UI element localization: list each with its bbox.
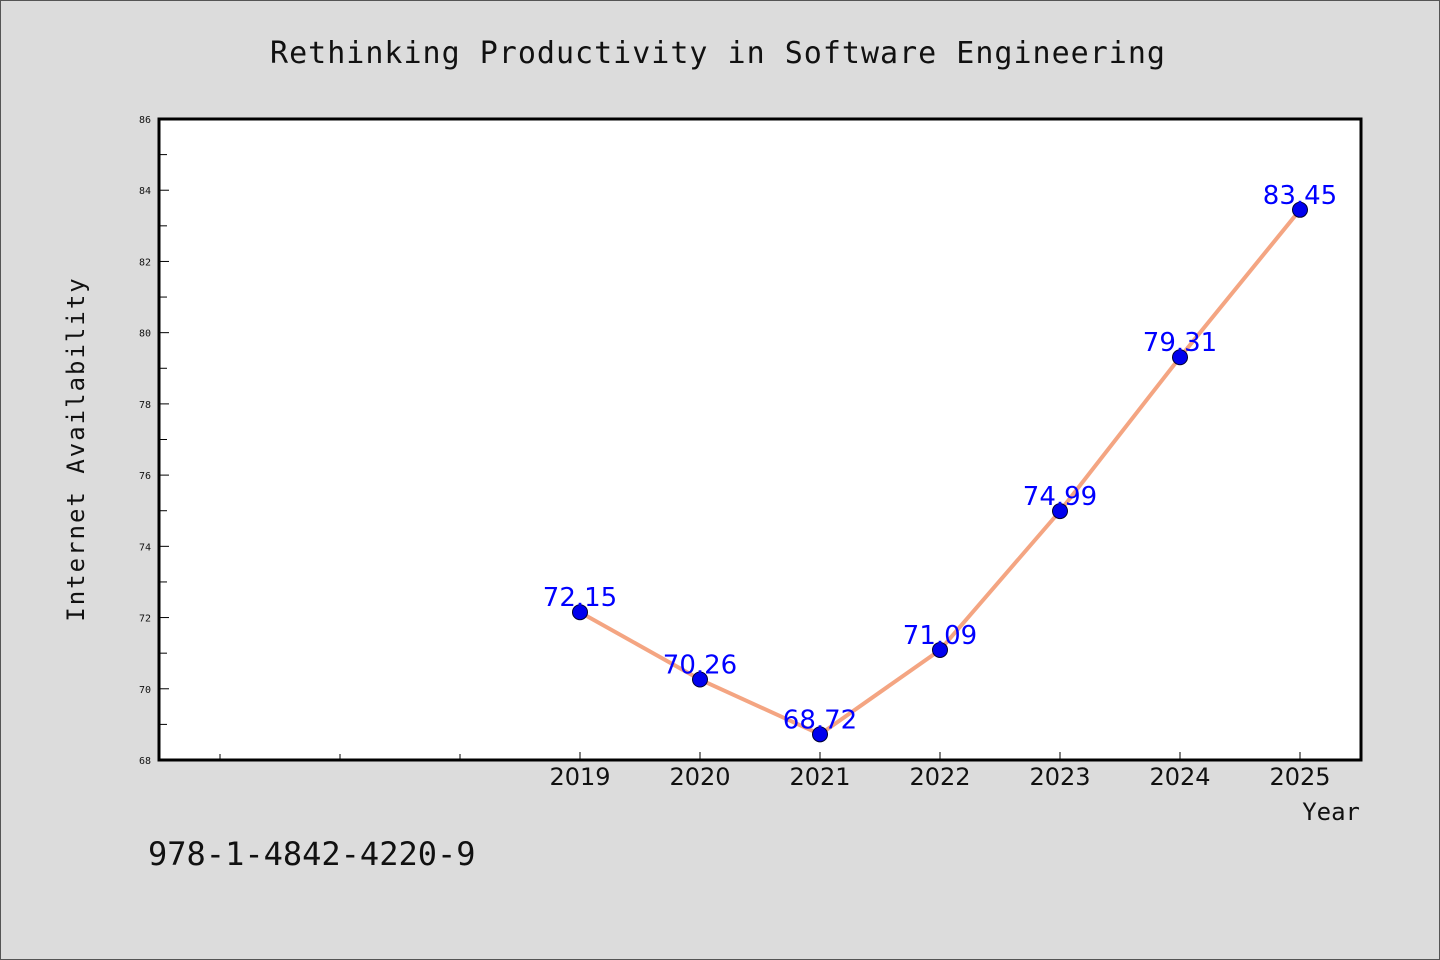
x-tick-label: 2021 xyxy=(789,763,850,791)
data-labels: 72.15 70.26 68.72 71.09 74.99 79.31 83.45 xyxy=(543,181,1337,736)
y-tick-label: 70 xyxy=(139,685,151,696)
data-point xyxy=(812,726,828,743)
y-tick-label: 78 xyxy=(139,400,151,411)
y-axis-ticks: 68 70 72 74 76 78 80 82 84 86 xyxy=(139,115,169,767)
data-label: 83.45 xyxy=(1263,181,1337,211)
y-tick-label: 76 xyxy=(139,471,151,482)
data-label: 72.15 xyxy=(543,583,617,613)
x-tick-label: 2025 xyxy=(1269,763,1330,791)
x-tick-label: 2022 xyxy=(909,763,970,791)
y-tick-label: 84 xyxy=(139,186,151,197)
isbn-text: 978-1-4842-4220-9 xyxy=(148,835,476,873)
x-tick-label: 2019 xyxy=(549,763,610,791)
data-label: 71.09 xyxy=(903,621,977,651)
y-tick-label: 74 xyxy=(139,542,151,553)
y-tick-label: 86 xyxy=(139,115,151,126)
data-point xyxy=(1172,349,1188,366)
plot-area xyxy=(157,117,1363,762)
x-axis-label: Year xyxy=(1302,798,1360,826)
data-label: 68.72 xyxy=(783,705,857,735)
x-axis-ticks: 2019 2020 2021 2022 2023 2024 2025 xyxy=(219,752,1331,791)
data-label: 70.26 xyxy=(663,651,737,681)
data-point xyxy=(692,671,708,688)
data-label: 74.99 xyxy=(1023,482,1097,512)
x-tick-label: 2023 xyxy=(1029,763,1090,791)
data-point xyxy=(1292,201,1308,218)
y-axis-label: Internet Availability xyxy=(62,276,90,621)
data-point xyxy=(932,641,948,658)
x-tick-label: 2020 xyxy=(669,763,730,791)
series-markers xyxy=(572,201,1308,743)
chart-title: Rethinking Productivity in Software Engi… xyxy=(270,36,1166,71)
data-label: 79.31 xyxy=(1143,328,1217,358)
y-tick-label: 72 xyxy=(139,614,151,625)
y-tick-label: 80 xyxy=(139,329,151,340)
y-tick-label: 82 xyxy=(139,257,151,268)
data-point xyxy=(572,604,588,621)
data-point xyxy=(1052,503,1068,520)
y-tick-label: 68 xyxy=(139,756,151,767)
x-tick-label: 2024 xyxy=(1149,763,1210,791)
